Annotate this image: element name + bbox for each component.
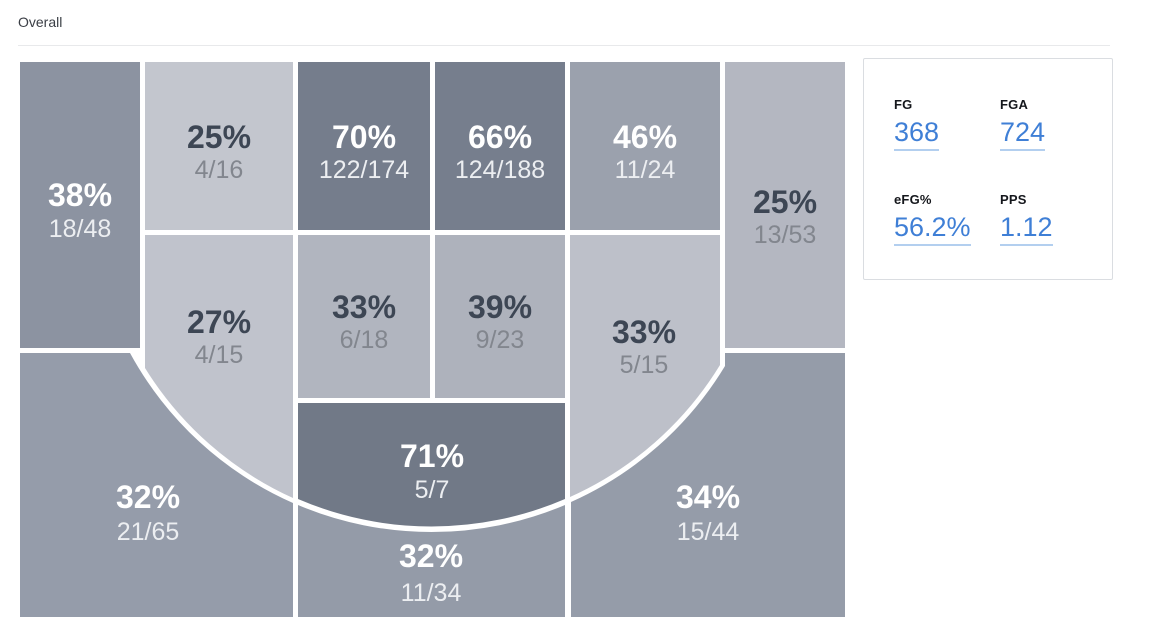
zone-pct-label: 70% (332, 119, 396, 155)
zone-pct-label: 71% (400, 438, 464, 474)
zone-paint-left-midrange[interactable] (298, 235, 430, 398)
zone-pct-label: 34% (676, 479, 740, 515)
zone-frac-label: 9/23 (476, 326, 525, 354)
page-title: Overall (18, 14, 63, 30)
zone-left-corner-3[interactable] (20, 62, 140, 348)
stat-pps: PPS 1.12 (1000, 192, 1100, 246)
zone-pct-label: 66% (468, 119, 532, 155)
zone-pct-label: 33% (332, 289, 396, 325)
zone-frac-label: 124/188 (455, 156, 545, 184)
stat-fg-label: FG (894, 97, 913, 112)
zone-frac-label: 15/44 (677, 518, 740, 546)
zone-rim-left[interactable] (298, 62, 430, 230)
zone-frac-label: 4/16 (195, 156, 244, 184)
zone-left-baseline-midrange[interactable] (145, 62, 293, 230)
zone-pct-label: 46% (613, 119, 677, 155)
zone-pct-label: 39% (468, 289, 532, 325)
zone-frac-label: 18/48 (49, 215, 112, 243)
stat-fg: FG 368 (894, 97, 994, 151)
zone-right-corner-3[interactable] (725, 62, 845, 348)
stat-pps-label: PPS (1000, 192, 1027, 207)
stat-pps-value-link[interactable]: 1.12 (1000, 212, 1053, 246)
zone-frac-label: 11/34 (401, 579, 462, 607)
stats-panel: FG 368 FGA 724 eFG% 56.2% PPS 1.12 (863, 58, 1113, 280)
zone-paint-right-midrange[interactable] (435, 235, 565, 398)
zone-frac-label: 11/24 (615, 156, 676, 184)
header-divider (18, 45, 1110, 46)
zone-pct-label: 38% (48, 177, 112, 213)
zone-frac-label: 21/65 (117, 518, 180, 546)
zone-pct-label: 32% (399, 538, 463, 574)
zone-left-elbow-midrange[interactable] (145, 235, 293, 498)
zone-pct-label: 32% (116, 479, 180, 515)
zone-pct-label: 25% (187, 119, 251, 155)
stat-fg-value-link[interactable]: 368 (894, 117, 940, 151)
zone-frac-label: 6/18 (340, 326, 389, 354)
stat-efg-value-link[interactable]: 56.2% (894, 212, 971, 246)
stat-efg: eFG% 56.2% (894, 192, 994, 246)
zone-frac-label: 13/53 (754, 221, 817, 249)
zone-pct-label: 25% (753, 184, 817, 220)
zone-left-wing-3[interactable] (20, 353, 293, 617)
zone-frac-label: 4/15 (195, 341, 244, 369)
zone-frac-label: 5/15 (620, 351, 669, 379)
zone-rim-right[interactable] (435, 62, 565, 230)
zone-pct-label: 33% (612, 314, 676, 350)
zone-right-elbow-midrange[interactable] (570, 235, 720, 497)
stat-efg-label: eFG% (894, 192, 932, 207)
zone-top-key-3[interactable] (298, 505, 565, 617)
zone-right-baseline-midrange[interactable] (570, 62, 720, 230)
zone-right-wing-3[interactable] (571, 353, 845, 617)
stat-fga-value-link[interactable]: 724 (1000, 117, 1046, 151)
shot-chart-court: 38% 18/48 25% 4/16 70% 122/174 66% 124/1… (20, 62, 845, 617)
zone-top-key-midrange[interactable] (298, 403, 565, 527)
zone-pct-label: 27% (187, 304, 251, 340)
stat-fga: FGA 724 (1000, 97, 1100, 151)
zone-frac-label: 122/174 (319, 156, 409, 184)
shot-chart-svg: 38% 18/48 25% 4/16 70% 122/174 66% 124/1… (20, 62, 845, 617)
stat-fga-label: FGA (1000, 97, 1029, 112)
zone-frac-label: 5/7 (415, 476, 450, 504)
